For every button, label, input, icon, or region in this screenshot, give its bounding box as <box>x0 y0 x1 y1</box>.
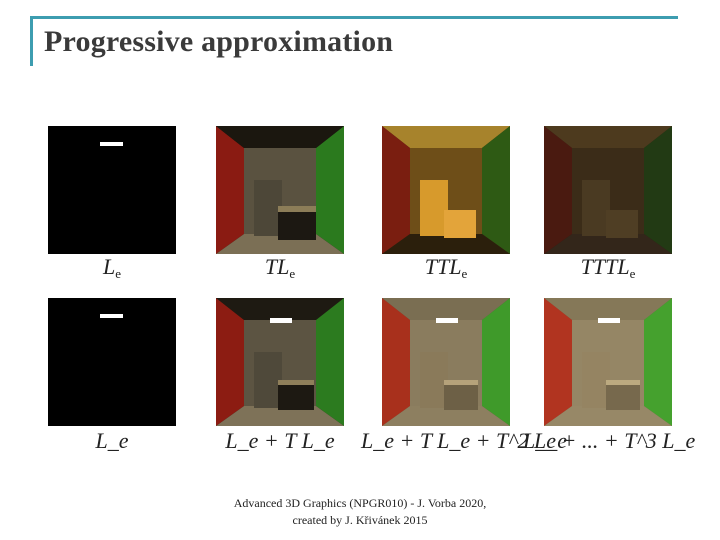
image-emission-bottom <box>48 298 176 426</box>
image-one-bounce-top <box>216 126 344 254</box>
footer-line-2: created by J. Křivánek 2015 <box>292 513 428 527</box>
image-two-bounces-top <box>382 126 510 254</box>
label-t-t-t-le-top: TTTLe <box>580 254 636 281</box>
label-le-plus-t-le-bottom: L_e + T L_e <box>225 428 335 453</box>
image-up-to-one-bounce-bottom <box>216 298 344 426</box>
label-le-bottom: L_e <box>95 428 129 453</box>
title-bar: Progressive approximation <box>30 16 678 66</box>
label-le-plus-tle-plus-t2le-bottom: L_e + T L_e + T^2 L_e <box>361 428 568 453</box>
label-le-top: Le <box>102 254 122 281</box>
image-three-bounces-top <box>544 126 672 254</box>
label-le-plus-dots-plus-t3le-bottom: L_e + ... + T^3 L_e <box>523 428 696 453</box>
image-emission-top <box>48 126 176 254</box>
label-t-t-le-top: TTLe <box>424 254 468 281</box>
accent-line-top <box>30 16 678 19</box>
label-t-le-top: TLe <box>264 254 296 281</box>
image-up-to-two-bounces-bottom <box>382 298 510 426</box>
image-up-to-three-bounces-bottom <box>544 298 672 426</box>
slide-footer: Advanced 3D Graphics (NPGR010) - J. Vorb… <box>200 495 520 529</box>
slide-title: Progressive approximation <box>44 25 394 58</box>
accent-line-left <box>30 16 33 66</box>
footer-line-1: Advanced 3D Graphics (NPGR010) - J. Vorb… <box>233 496 487 510</box>
